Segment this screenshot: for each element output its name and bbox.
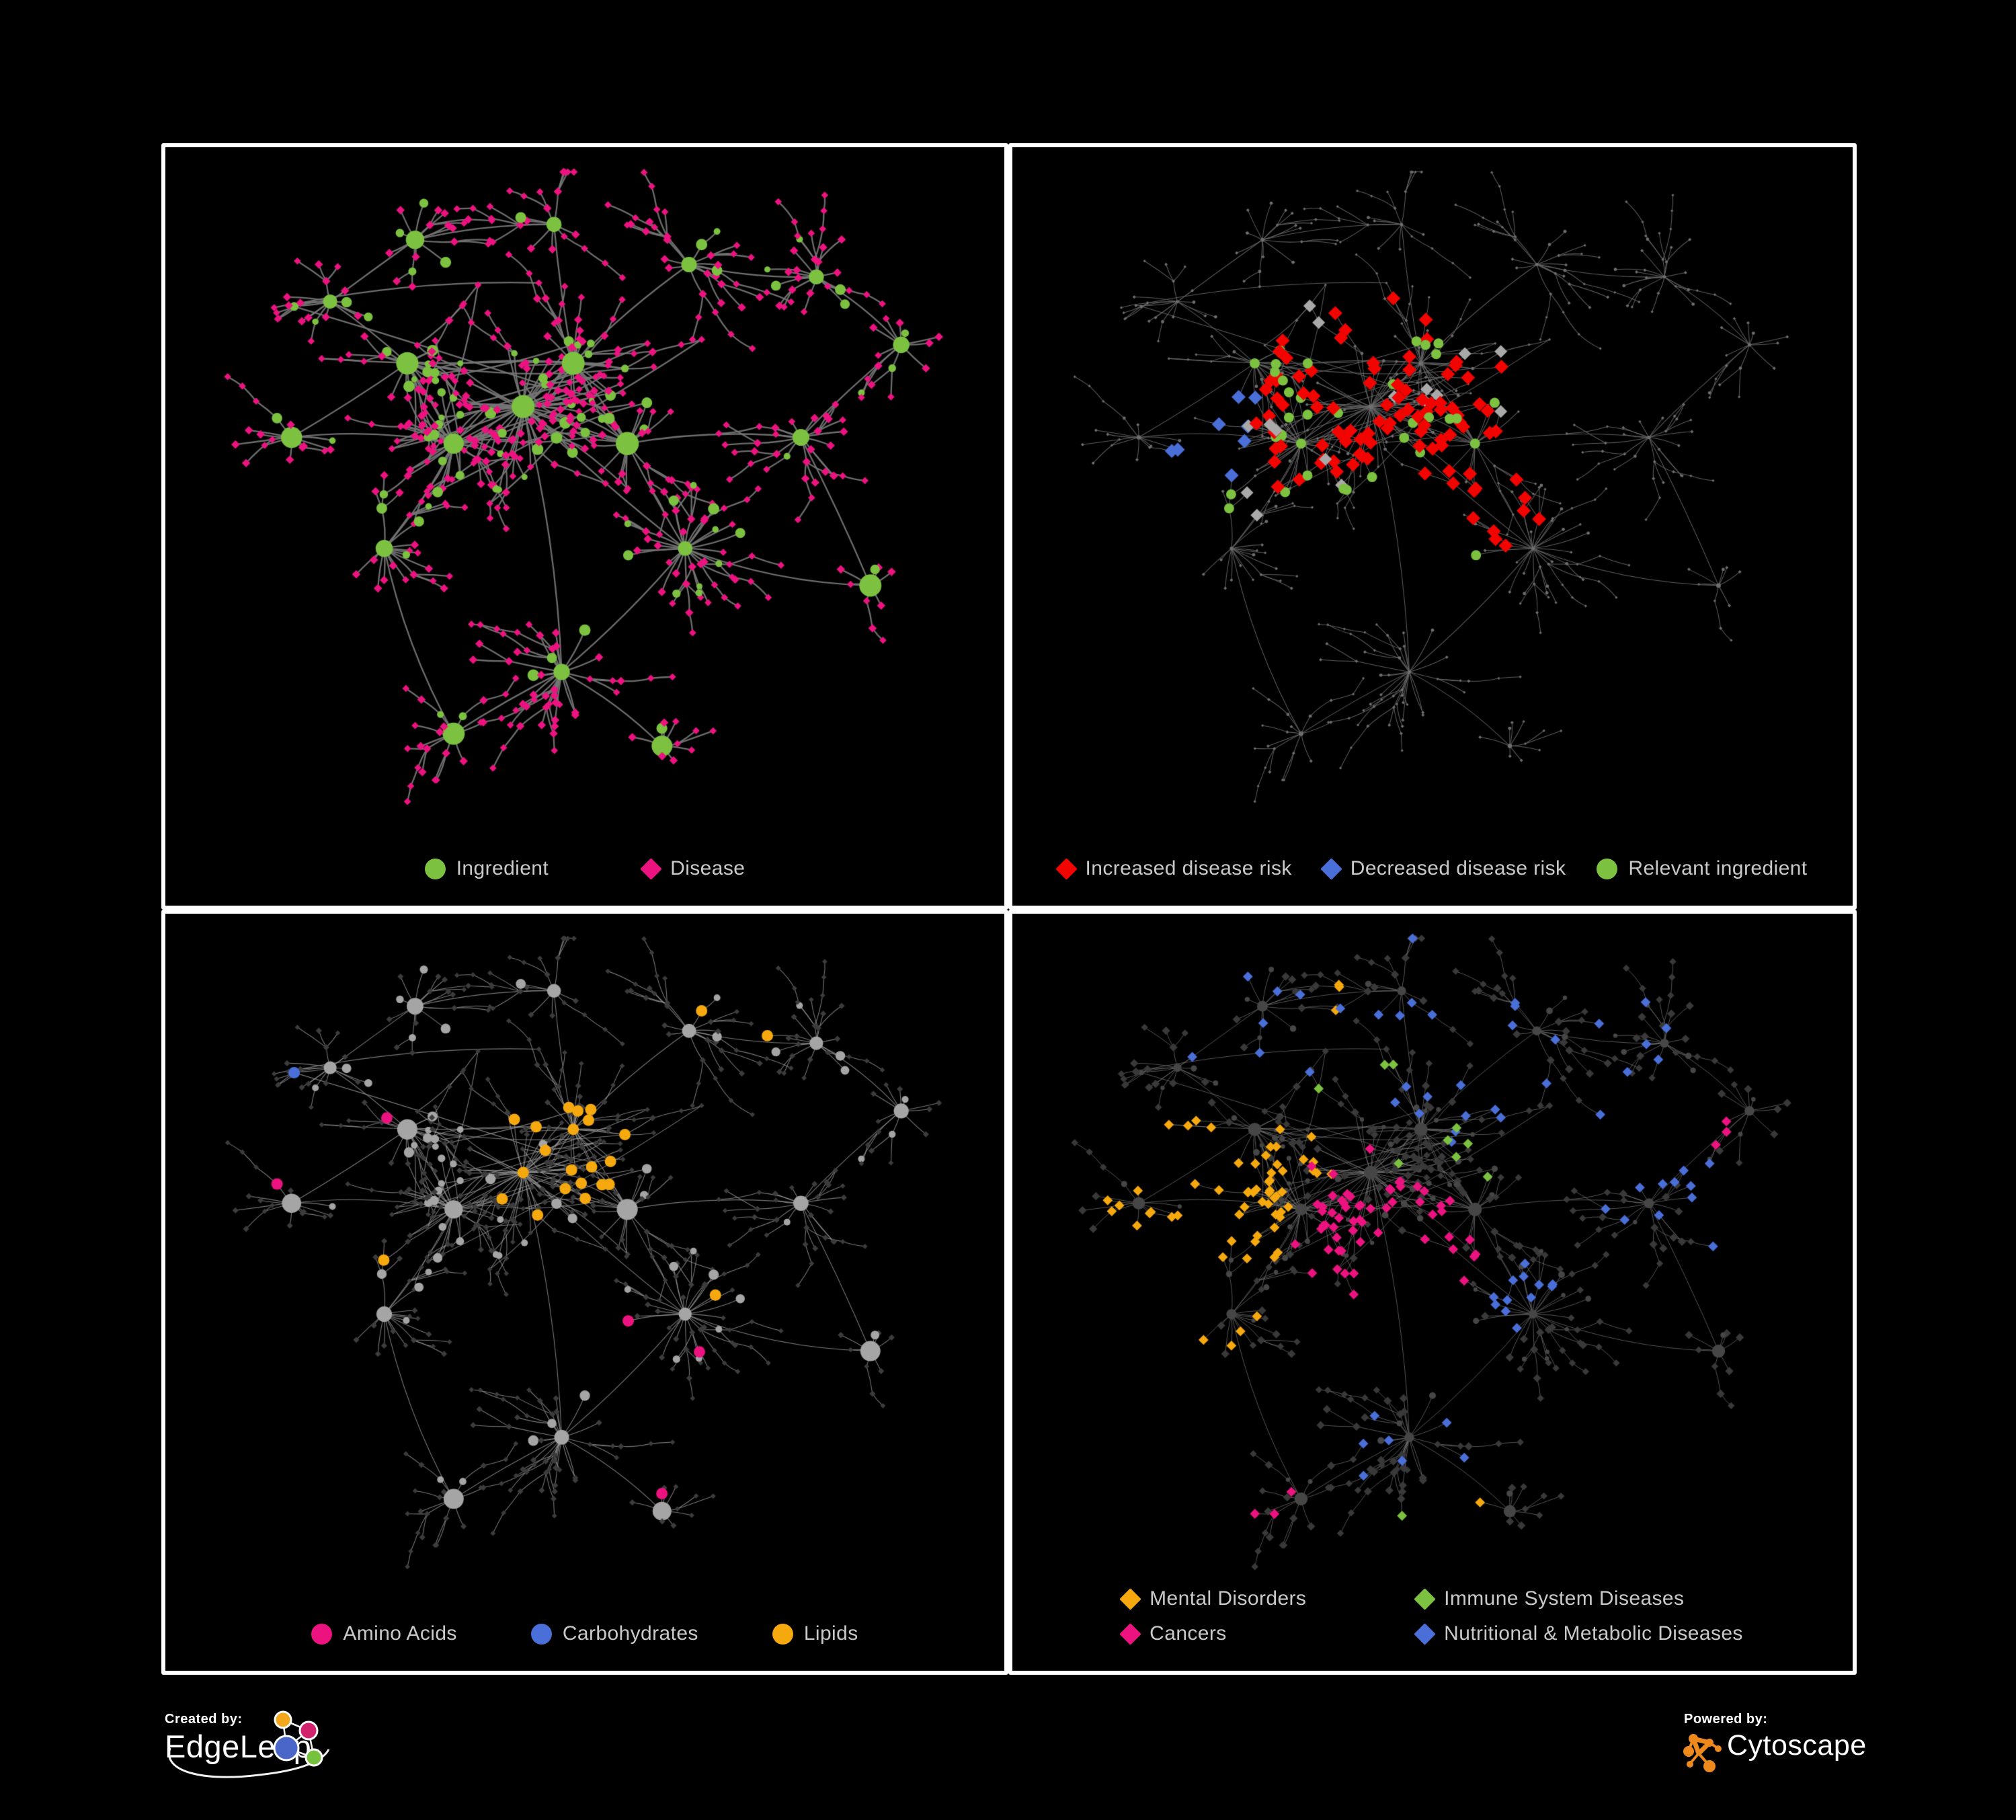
cytoscape-credit: Powered by: Cytoscape bbox=[1683, 1708, 1993, 1815]
network-graph-canvas bbox=[1012, 914, 1853, 1671]
created-by-label: Created by: bbox=[165, 1712, 243, 1727]
panel-ingredient-classes-network: Amino Acids Carbohydrates Lipids bbox=[161, 910, 1008, 1675]
cytoscape-wordmark: Cytoscape bbox=[1727, 1729, 1867, 1762]
network-graph-canvas bbox=[165, 914, 1004, 1671]
edgeleap-credit: Created by: EdgeLeap bbox=[165, 1708, 501, 1815]
edgeleap-network-icon bbox=[273, 1710, 323, 1767]
network-graph-canvas bbox=[165, 147, 1004, 906]
panel-ingredient-disease-network: Ingredient Disease bbox=[161, 143, 1008, 910]
panel-disease-classes-network: Mental Disorders Immune System Diseases Ca… bbox=[1008, 910, 1857, 1675]
powered-by-label: Powered by: bbox=[1684, 1712, 1768, 1727]
cytoscape-icon bbox=[1683, 1734, 1722, 1772]
panel-disease-risk-network: Increased disease risk Decreased disease … bbox=[1008, 143, 1857, 910]
network-graph-canvas bbox=[1012, 147, 1853, 906]
